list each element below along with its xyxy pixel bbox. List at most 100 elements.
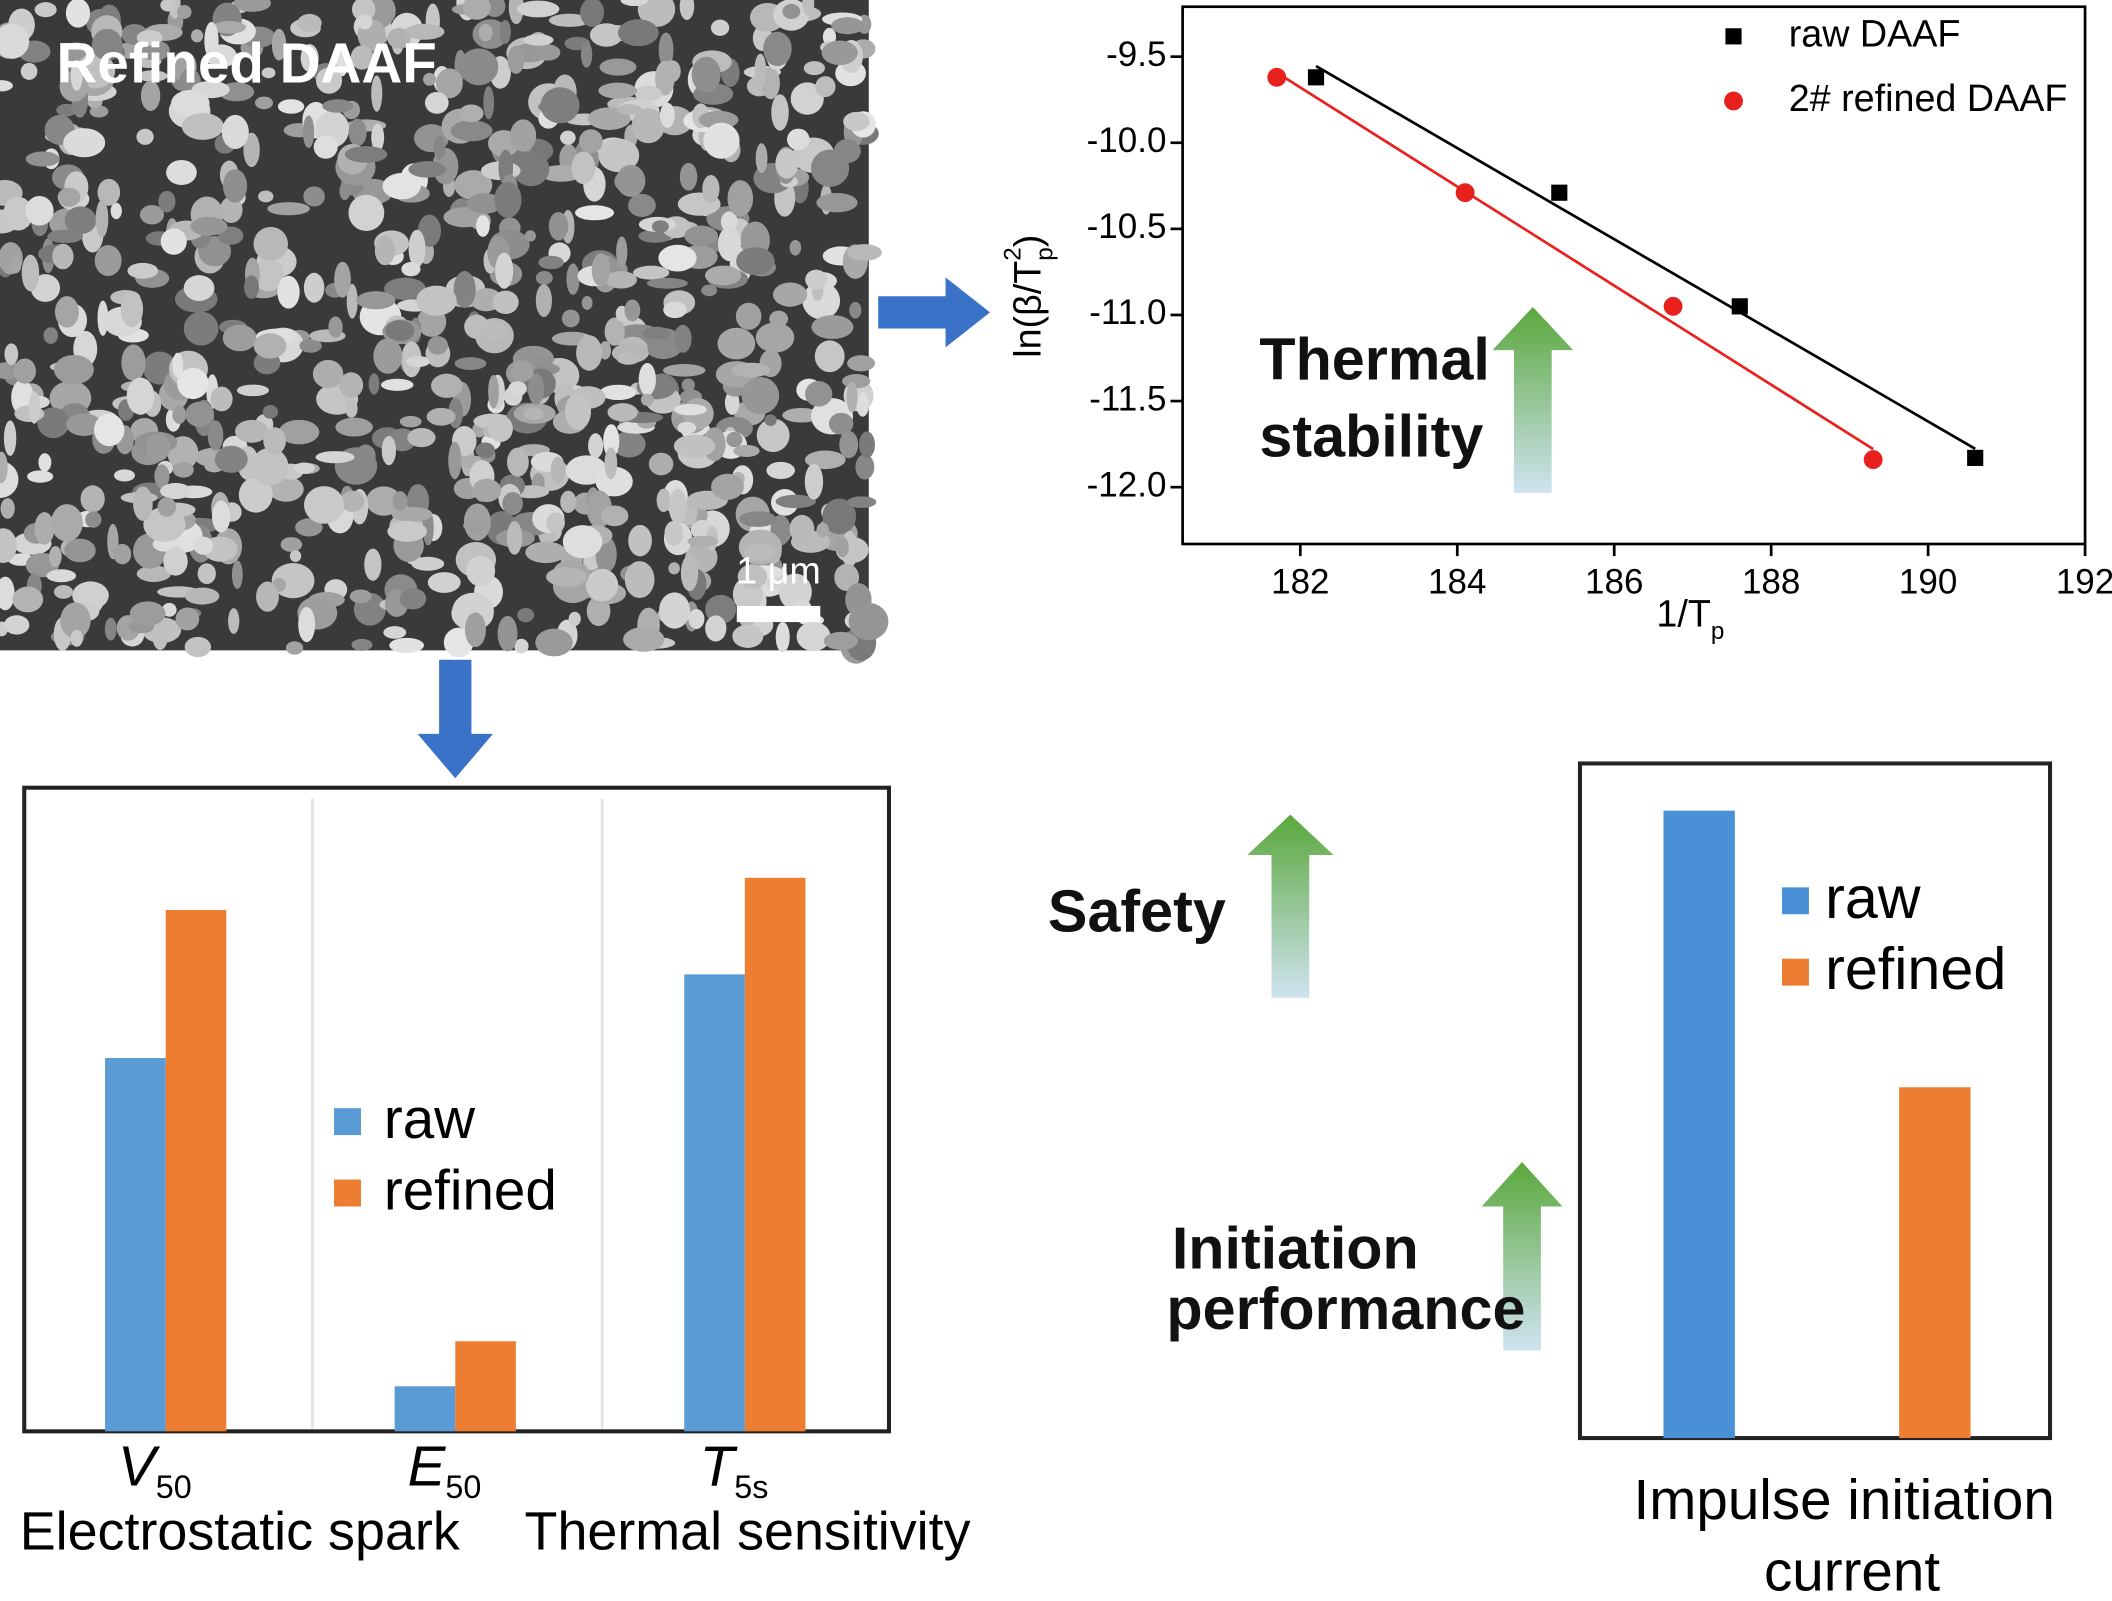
particle <box>95 199 109 238</box>
particle <box>588 433 604 459</box>
sem-labels: Refined DAAF 1 μm <box>57 31 821 623</box>
arrow-up <box>1492 307 1574 493</box>
particle <box>120 291 144 328</box>
particle <box>656 488 671 513</box>
particle <box>605 271 637 289</box>
particle <box>624 299 641 322</box>
arrow-up <box>1481 1162 1563 1351</box>
particle <box>476 215 490 237</box>
particle <box>277 275 300 309</box>
particle <box>624 561 655 598</box>
particle <box>243 275 260 299</box>
y-tick-label: -11.0 <box>1089 293 1166 332</box>
particle <box>52 243 74 270</box>
particle <box>0 23 30 59</box>
particle <box>280 537 303 552</box>
particle <box>51 504 83 542</box>
bar <box>394 1386 456 1432</box>
particle <box>401 262 421 277</box>
particle <box>855 454 875 480</box>
particle <box>687 535 719 547</box>
scale-bar-label: 1 μm <box>736 550 821 592</box>
legend-label: raw <box>384 1087 475 1150</box>
particle <box>724 390 740 415</box>
particle <box>426 407 456 426</box>
particle <box>366 486 402 516</box>
particle <box>322 99 354 113</box>
particle <box>771 94 789 131</box>
particle <box>680 555 699 592</box>
particle <box>604 447 618 480</box>
particle <box>640 393 654 406</box>
particle <box>739 511 777 527</box>
particle <box>823 631 858 650</box>
particle <box>348 194 385 232</box>
particle <box>113 543 132 565</box>
particle <box>190 217 228 236</box>
particle <box>267 202 310 216</box>
bar <box>455 1341 516 1432</box>
particle <box>663 301 687 319</box>
particle <box>64 538 96 563</box>
particle <box>34 2 57 18</box>
particle <box>789 514 815 543</box>
particle <box>184 636 212 658</box>
particle <box>133 486 153 521</box>
particle <box>568 611 581 626</box>
particle <box>408 161 447 178</box>
particle <box>172 405 187 425</box>
particle <box>535 44 561 61</box>
particle <box>733 444 760 458</box>
particle <box>483 86 495 120</box>
particle <box>387 28 411 49</box>
particle <box>673 324 692 353</box>
point <box>1551 184 1568 201</box>
particle <box>49 546 62 568</box>
particle <box>744 543 777 561</box>
particle <box>172 352 184 378</box>
y-tick-label: -10.5 <box>1087 207 1167 246</box>
bar <box>1663 810 1735 1439</box>
particle <box>27 470 54 483</box>
particle <box>368 373 380 395</box>
particle <box>660 102 675 128</box>
particle <box>166 159 197 186</box>
particle <box>197 563 216 584</box>
particle <box>278 419 320 445</box>
particle <box>54 354 94 385</box>
particle <box>704 265 742 286</box>
particle <box>21 254 40 292</box>
particle <box>790 82 824 115</box>
particle <box>492 290 519 315</box>
particle <box>787 128 810 151</box>
particle <box>604 317 625 346</box>
particle <box>346 283 358 319</box>
particle <box>517 607 535 623</box>
particle <box>816 192 858 213</box>
category-letter: E <box>408 1434 447 1497</box>
bar <box>684 974 745 1432</box>
particle <box>550 456 566 485</box>
particle <box>139 205 164 225</box>
point <box>1455 183 1475 203</box>
particle <box>587 107 631 130</box>
particle <box>399 415 422 428</box>
particle <box>34 512 55 545</box>
particle <box>523 354 551 366</box>
particle <box>859 431 875 459</box>
particle <box>63 128 106 158</box>
particle <box>576 335 603 371</box>
particle <box>796 621 831 652</box>
particle <box>110 202 122 220</box>
particle <box>210 386 233 412</box>
particle <box>599 341 611 360</box>
particle <box>183 275 215 301</box>
legend-label: raw DAAF <box>1789 12 1961 54</box>
particle <box>764 414 777 427</box>
particle <box>212 500 231 533</box>
x-tick-label: V50 <box>118 1434 192 1504</box>
particle <box>511 360 534 383</box>
particle <box>646 277 688 289</box>
particle <box>70 629 83 647</box>
particle <box>172 461 194 478</box>
